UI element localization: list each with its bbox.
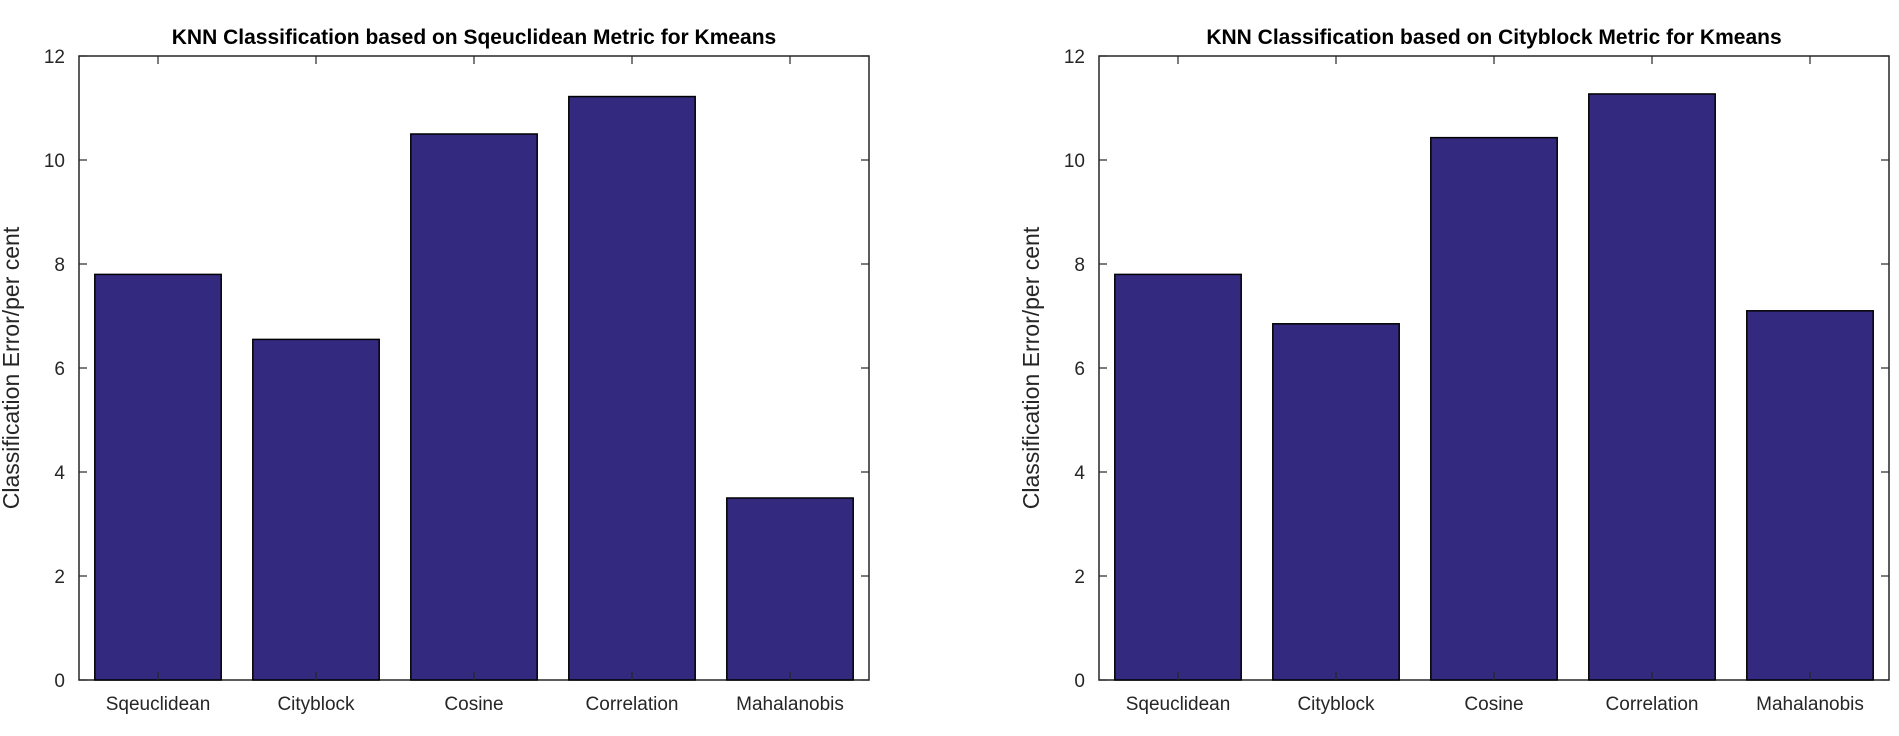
bar-correlation [568,95,696,681]
y-tick-label: 0 [1074,671,1085,692]
y-tick-label: 8 [1074,255,1085,276]
x-tick-label: Correlation [1606,694,1699,715]
bar-cosine [410,133,538,681]
bar-mahalanobis [1746,310,1874,681]
y-axis-label: Classification Error/per cent [0,226,24,509]
bar-cityblock [1272,323,1400,681]
y-axis: 0 2 4 6 8 10 12 [1064,47,1889,692]
x-axis: Sqeuclidean Cityblock Cosine Correlation Mah… [1126,56,1864,715]
x-tick-label: Mahalanobis [1756,694,1864,715]
y-axis: 0 2 4 6 8 10 12 [44,47,869,692]
y-tick-label: 6 [1074,359,1085,380]
chart-2: 0 2 4 6 8 10 12 Sqeuclidean Cityblock Cosine Corr… [1018,26,1890,715]
x-tick-label: Cosine [1464,694,1523,715]
chart-title: KNN Classification based on Cityblock Me… [1206,26,1781,49]
y-tick-label: 8 [54,255,65,276]
bar-mahalanobis [726,497,854,681]
y-tick-label: 10 [1064,151,1085,172]
chart-title: KNN Classification based on Sqeuclidean … [172,26,776,49]
y-tick-label: 2 [54,567,65,588]
x-tick-label: Cosine [444,694,503,715]
x-axis: Sqeuclidean Cityblock Cosine Correlation Mah… [106,56,844,715]
bars-group [1114,93,1874,681]
bar-cosine [1430,136,1558,681]
x-tick-label: Sqeuclidean [106,694,211,715]
x-tick-label: Cityblock [1297,694,1375,715]
y-tick-label: 2 [1074,567,1085,588]
y-tick-label: 10 [44,151,65,172]
x-tick-label: Sqeuclidean [1126,694,1231,715]
bar-correlation [1588,93,1716,681]
y-tick-label: 4 [1074,463,1085,484]
y-tick-label: 12 [1064,47,1085,68]
y-axis-label: Classification Error/per cent [1018,226,1044,509]
y-tick-label: 4 [54,463,65,484]
x-tick-label: Mahalanobis [736,694,844,715]
y-tick-label: 12 [44,47,65,68]
y-tick-label: 6 [54,359,65,380]
chart-1: 0 2 4 6 8 10 12 Sqeuclidean Cityblock Cosine Corr… [0,26,870,715]
x-tick-label: Cityblock [277,694,355,715]
y-tick-label: 0 [54,671,65,692]
bar-sqeuclidean [1114,273,1242,681]
bar-cityblock [252,338,380,681]
bar-sqeuclidean [94,273,222,681]
bars-group [94,95,854,681]
x-tick-label: Correlation [586,694,679,715]
